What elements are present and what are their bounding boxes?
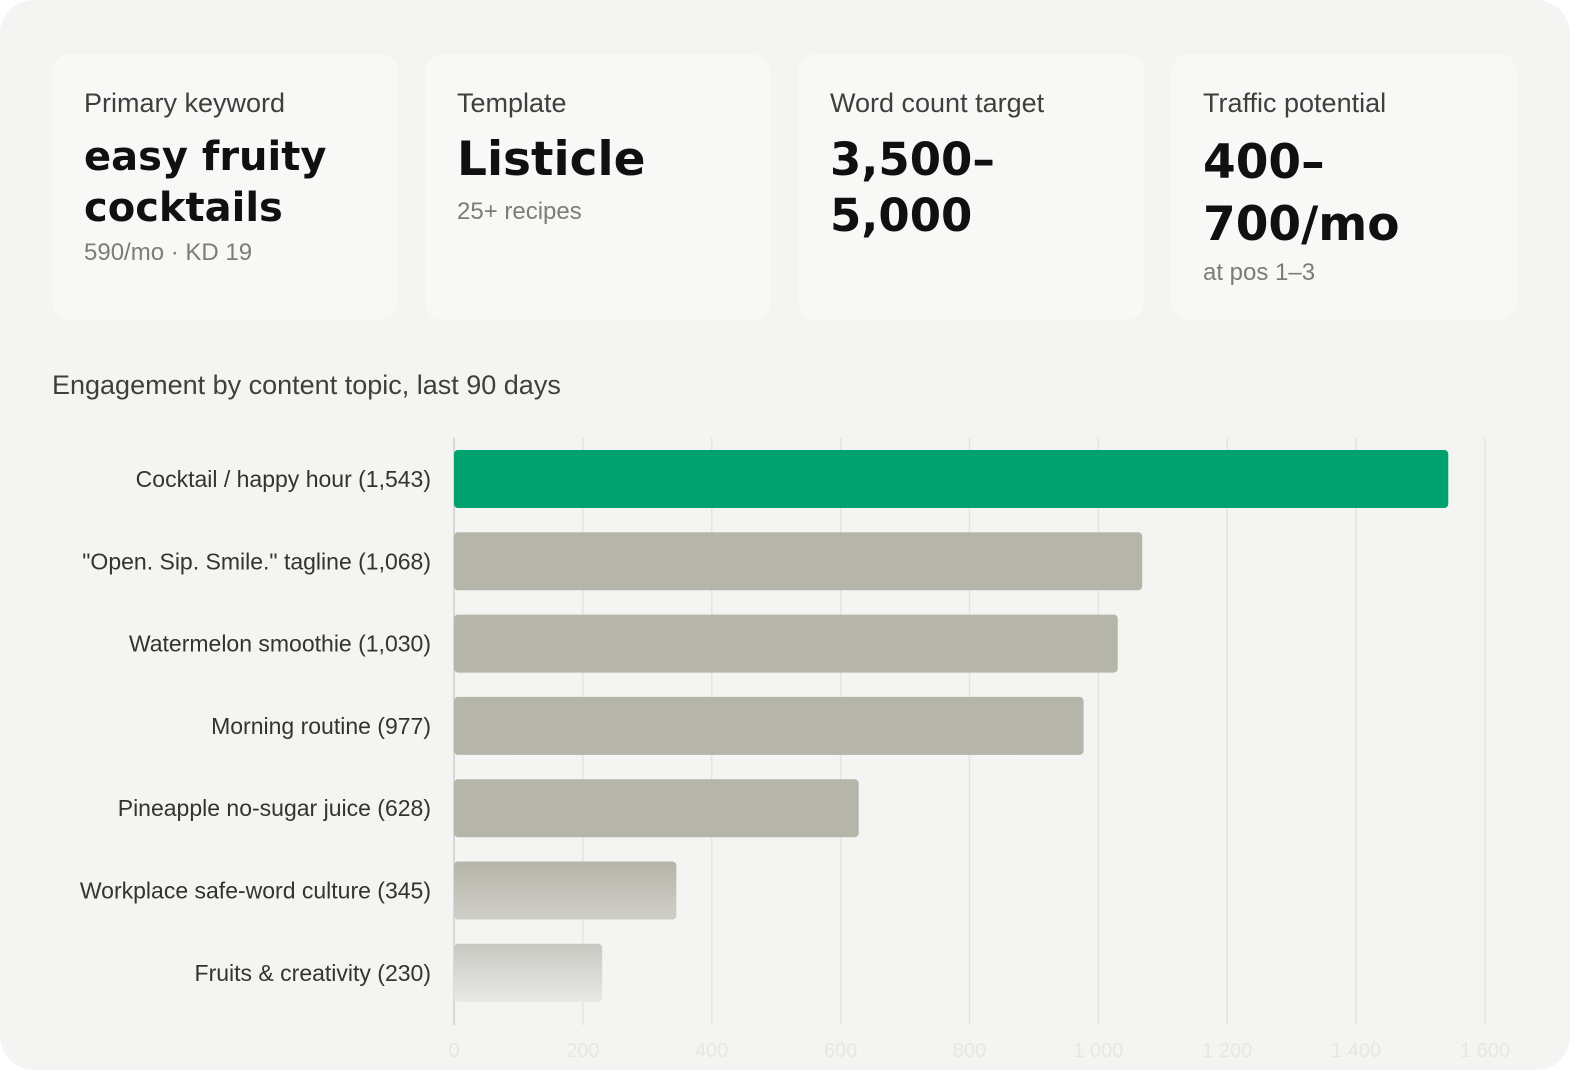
category-label: Cocktail / happy hour (1,543) bbox=[136, 466, 431, 492]
card-label: Primary keyword bbox=[84, 88, 286, 118]
bar bbox=[454, 943, 603, 1002]
category-label: Pineapple no-sugar juice (628) bbox=[118, 795, 431, 821]
x-tick-label: 0 bbox=[448, 1040, 459, 1062]
traffic-potential-card: Traffic potential 400– 700/mo at pos 1–3 bbox=[1171, 54, 1517, 320]
primary-keyword-value: easy fruity cocktails bbox=[84, 134, 327, 231]
template-card: Template Listicle 25+ recipes bbox=[425, 54, 771, 320]
x-tick-label: 1 600 bbox=[1460, 1040, 1510, 1062]
template-value: Listicle bbox=[457, 132, 646, 187]
keyword-volume-kd: 590/mo · KD 19 bbox=[84, 239, 253, 266]
x-tick-label: 600 bbox=[824, 1040, 857, 1062]
category-label: Fruits & creativity (230) bbox=[195, 960, 431, 986]
x-tick-label: 800 bbox=[953, 1040, 986, 1062]
x-tick-label: 200 bbox=[566, 1040, 599, 1062]
word-count-card: Word count target 3,500–5,000 bbox=[798, 54, 1144, 320]
word-count-value: 3,500–5,000 bbox=[830, 133, 995, 242]
traffic-position-note: at pos 1–3 bbox=[1203, 259, 1316, 286]
category-label: Watermelon smoothie (1,030) bbox=[129, 631, 431, 657]
x-tick-label: 400 bbox=[695, 1040, 728, 1062]
category-label: Morning routine (977) bbox=[211, 713, 431, 739]
bar bbox=[454, 696, 1084, 755]
bar bbox=[454, 532, 1143, 591]
primary-keyword-card: Primary keyword easy fruity cocktails 59… bbox=[52, 54, 398, 320]
card-label: Traffic potential bbox=[1203, 88, 1387, 118]
card-label: Template bbox=[457, 88, 567, 118]
bar bbox=[454, 779, 859, 838]
bar bbox=[454, 450, 1449, 508]
x-tick-label: 1 000 bbox=[1073, 1040, 1123, 1062]
chart-title: Engagement by content topic, last 90 day… bbox=[52, 370, 561, 400]
bar bbox=[454, 614, 1118, 673]
category-label: Workplace safe-word culture (345) bbox=[80, 878, 431, 904]
x-tick-label: 1 200 bbox=[1202, 1040, 1252, 1062]
traffic-potential-value: 400– 700/mo bbox=[1203, 135, 1400, 252]
card-label: Word count target bbox=[830, 88, 1045, 118]
x-tick-label: 1 400 bbox=[1331, 1040, 1381, 1062]
category-label: "Open. Sip. Smile." tagline (1,068) bbox=[82, 548, 431, 574]
bar bbox=[454, 861, 677, 920]
template-sub: 25+ recipes bbox=[457, 198, 582, 225]
